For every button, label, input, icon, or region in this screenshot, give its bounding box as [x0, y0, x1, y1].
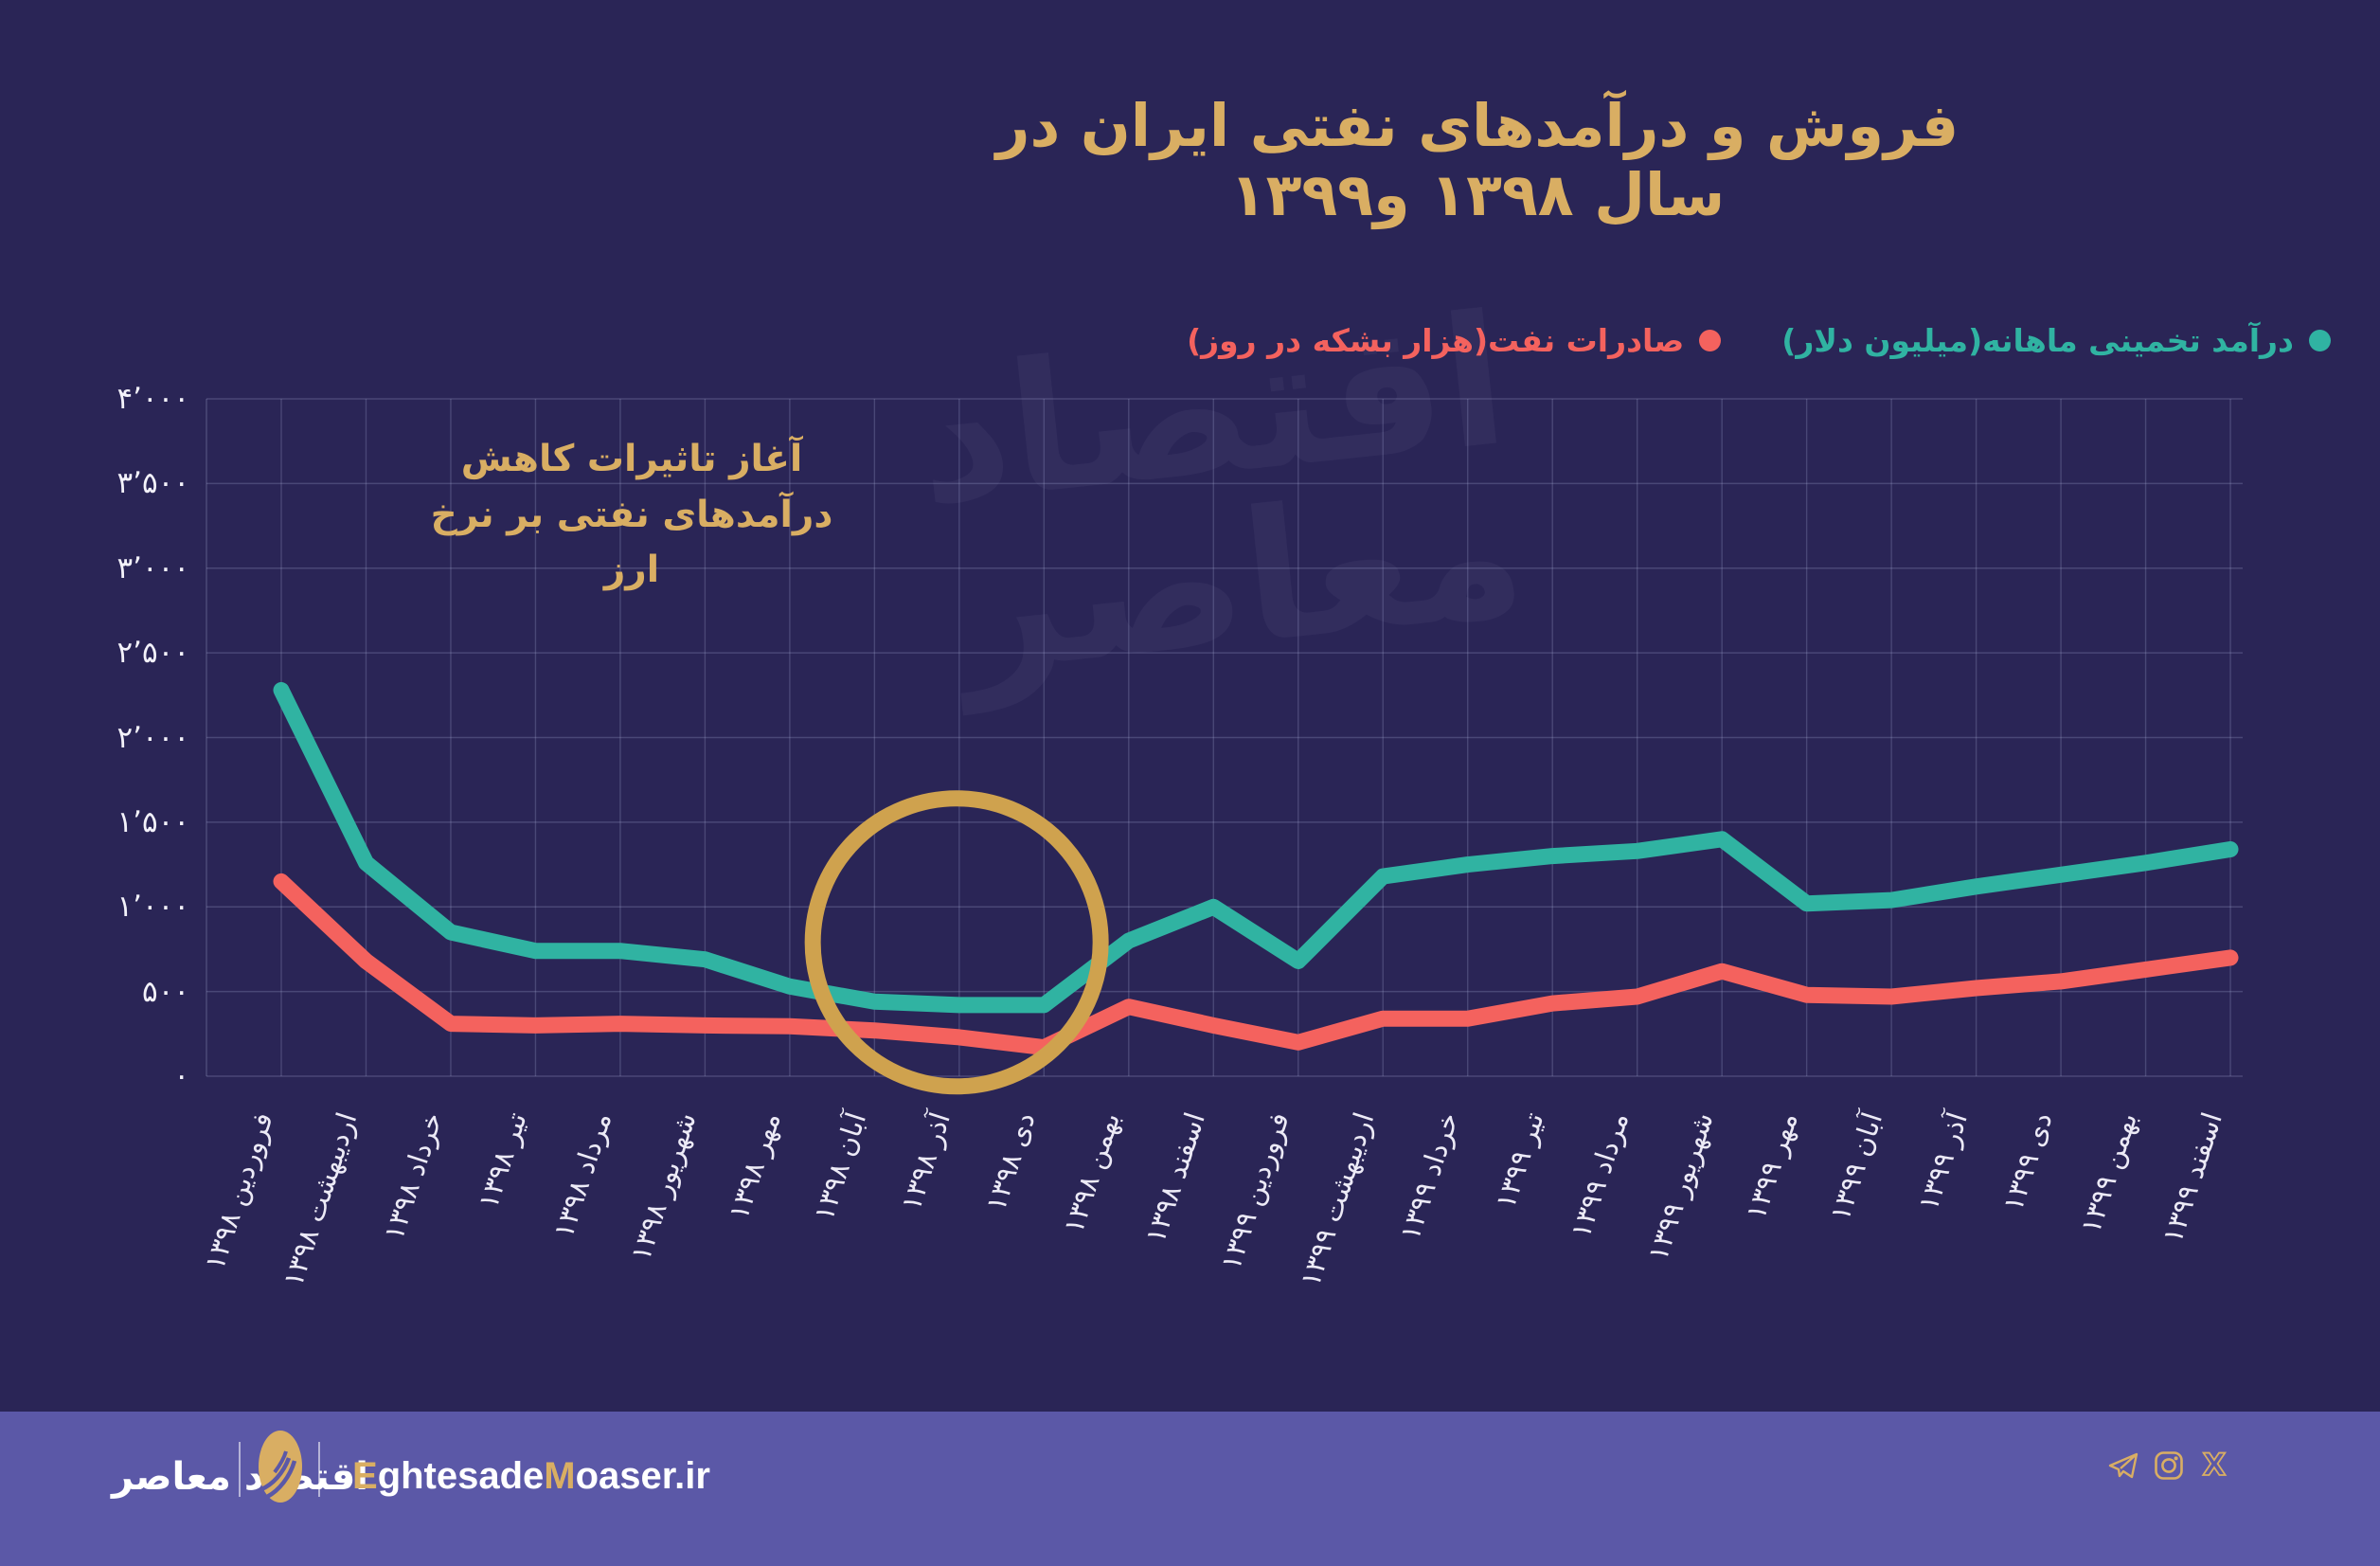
chart-annotation: آغاز تاثیرات کاهش درآمدهای نفتی بر نرخ ا…: [428, 432, 835, 599]
footer-website-name: EghtesadeMoaser.ir: [352, 1455, 710, 1498]
y-tick-label: ۱٬۰۰۰: [116, 890, 189, 925]
revenue-dot-icon: [2309, 330, 2331, 351]
footer-website-name-part: E: [352, 1455, 378, 1497]
y-tick-label: ۳٬۵۰۰: [116, 466, 189, 501]
annotation-line-2: درآمدهای نفتی بر نرخ ارز: [430, 493, 833, 592]
y-tick-label: ۲٬۰۰۰: [116, 720, 189, 755]
exports-series-line: [273, 873, 2239, 1056]
footer-bar: اقتصاد معاصر EghtesadeMoaser.ir X: [0, 1412, 2380, 1566]
footer-divider: [318, 1442, 320, 1497]
eghtesad-moaser-logo-icon: [259, 1431, 302, 1503]
y-tick-label: ۲٬۵۰۰: [116, 636, 189, 671]
footer-website-name-part: oaser.ir: [575, 1455, 710, 1497]
legend-item-exports: صادرات نفت(هزار بشکه در روز): [1187, 322, 1722, 359]
y-tick-label: ۵۰۰: [142, 974, 189, 1009]
telegram-icon[interactable]: [2107, 1449, 2139, 1482]
svg-text:X: X: [2203, 1449, 2227, 1482]
chart-legend: درآمد تخمینی ماهانه(میلیون دلار) صادرات …: [1187, 322, 2331, 359]
legend-exports-label: صادرات نفت(هزار بشکه در روز): [1187, 322, 1685, 359]
y-tick-label: ۰: [173, 1059, 189, 1093]
annotation-line-1: آغاز تاثیرات کاهش: [460, 438, 803, 480]
x-icon[interactable]: X: [2198, 1449, 2230, 1482]
y-tick-label: ۳٬۰۰۰: [116, 550, 189, 585]
exports-dot-icon: [1699, 330, 1722, 351]
y-tick-label: ۴٬۰۰۰: [116, 382, 189, 416]
footer-website-name-part: M: [544, 1455, 576, 1497]
social-icons: X: [2107, 1449, 2230, 1482]
footer-divider: [239, 1442, 241, 1497]
page-title: فروش و درآمدهای نفتی ایران در سال ۱۳۹۸ و…: [995, 91, 1959, 229]
legend-revenue-label: درآمد تخمینی ماهانه(میلیون دلار): [1781, 322, 2294, 359]
instagram-icon[interactable]: [2153, 1449, 2185, 1482]
y-tick-label: ۱٬۵۰۰: [116, 804, 189, 839]
revenue-series-line: [273, 682, 2239, 1014]
highlight-circle: [804, 790, 1109, 1095]
footer-website-name-part: ghtesade: [377, 1455, 545, 1497]
legend-item-revenue: درآمد تخمینی ماهانه(میلیون دلار): [1781, 322, 2331, 359]
